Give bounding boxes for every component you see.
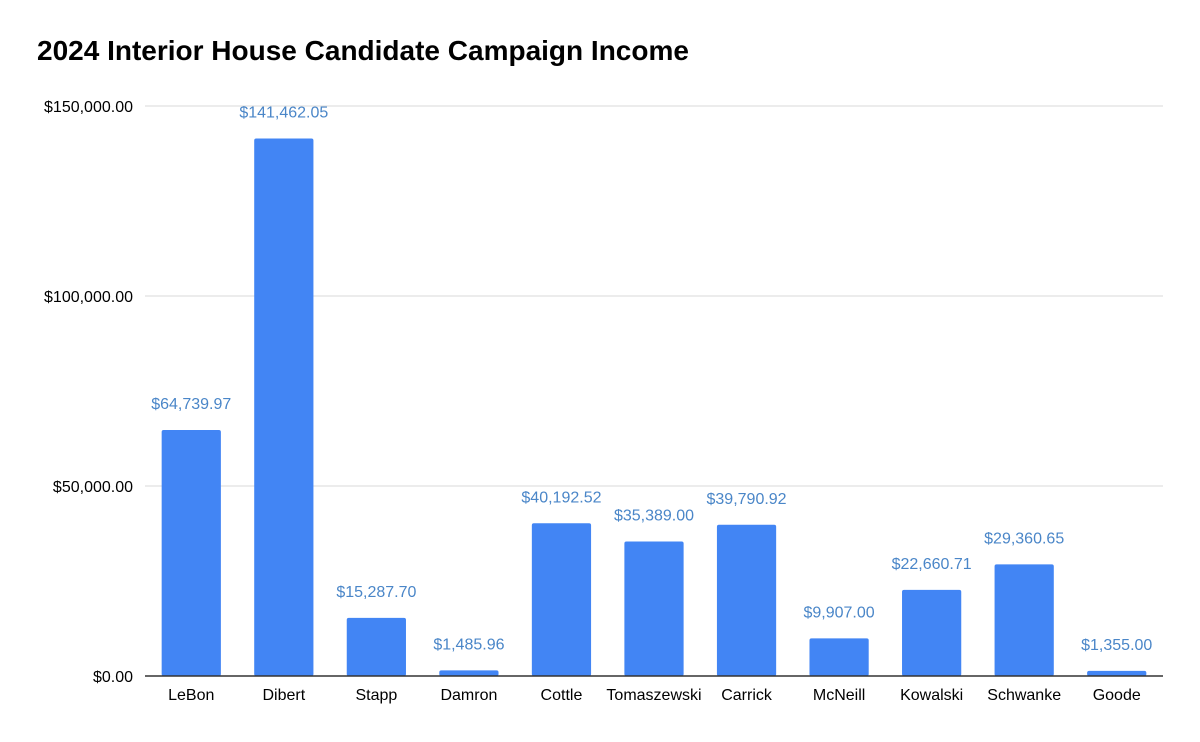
y-tick-label: $100,000.00 xyxy=(44,289,133,306)
bar xyxy=(531,523,592,676)
x-tick-label: Tomaszewski xyxy=(606,687,701,704)
bar xyxy=(994,564,1054,676)
bar-value-label: $29,360.65 xyxy=(984,530,1064,547)
bar xyxy=(161,429,221,676)
chart-title: 2024 Interior House Candidate Campaign I… xyxy=(37,35,689,66)
bar-value-label: $39,790.92 xyxy=(707,491,787,508)
bar-value-label: $64,739.97 xyxy=(151,396,231,413)
x-tick-label: Carrick xyxy=(721,687,773,704)
bar xyxy=(809,638,869,676)
bar xyxy=(624,541,684,676)
x-tick-label: Schwanke xyxy=(987,687,1061,704)
gridlines xyxy=(145,105,1163,487)
bar-value-label: $141,462.05 xyxy=(239,104,328,121)
bar xyxy=(716,524,777,676)
x-tick-label: Cottle xyxy=(541,687,583,704)
bar-value-label: $35,389.00 xyxy=(614,508,694,525)
y-tick-label: $150,000.00 xyxy=(44,99,133,116)
data-labels: $64,739.97 $141,462.05 $15,287.70 $1,485.96… xyxy=(151,104,1152,653)
x-tick-label: Stapp xyxy=(355,687,397,704)
x-tick-label: Kowalski xyxy=(900,687,963,704)
bar xyxy=(1087,670,1147,676)
y-tick-label: $50,000.00 xyxy=(53,479,133,496)
bar-value-label: $40,192.52 xyxy=(521,489,601,506)
bar-value-label: $1,485.96 xyxy=(433,636,504,653)
x-tick-label: LeBon xyxy=(168,687,214,704)
bars xyxy=(161,138,1147,676)
bar-value-label: $22,660.71 xyxy=(892,556,972,573)
bar xyxy=(254,138,314,676)
x-tick-label: Goode xyxy=(1093,687,1141,704)
x-tick-label: McNeill xyxy=(813,687,865,704)
bar-value-label: $9,907.00 xyxy=(803,604,874,621)
x-tick-label: Dibert xyxy=(262,687,305,704)
bar-value-label: $15,287.70 xyxy=(336,584,416,601)
y-axis-ticks: $0.00 $50,000.00 $100,000.00 $150,000.00 xyxy=(44,99,133,686)
bar xyxy=(439,670,499,676)
bar-value-label: $1,355.00 xyxy=(1081,637,1152,654)
x-axis-ticks: LeBon Dibert Stapp Damron Cottle Tomaszewski C… xyxy=(168,687,1141,704)
bar xyxy=(902,589,962,676)
bar xyxy=(346,617,406,676)
x-tick-label: Damron xyxy=(440,687,497,704)
y-tick-label: $0.00 xyxy=(93,669,133,686)
